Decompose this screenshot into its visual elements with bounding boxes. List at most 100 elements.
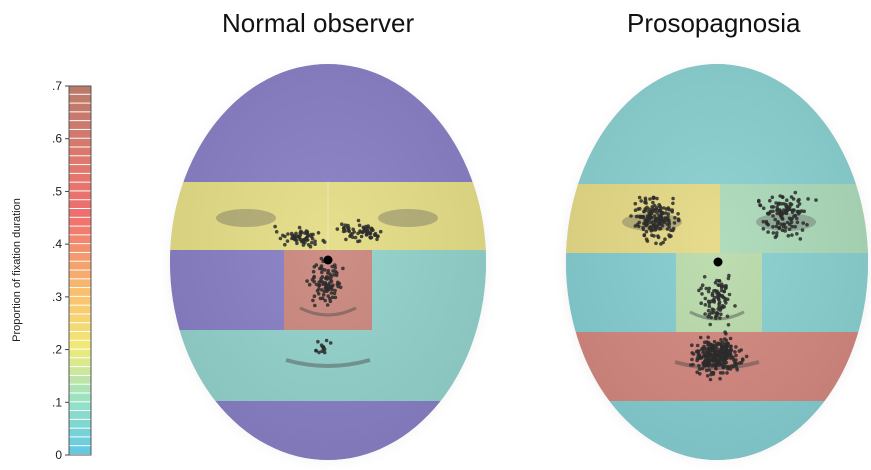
region-right-cheek	[762, 253, 868, 332]
fixation-point	[711, 343, 715, 348]
fixation-point	[644, 237, 649, 241]
fixation-point	[305, 238, 310, 242]
fixation-point	[333, 263, 337, 267]
fixation-point	[714, 311, 719, 315]
fixation-point	[777, 226, 781, 230]
fixation-point	[314, 349, 318, 353]
fixation-point	[638, 206, 642, 211]
fixation-point	[325, 275, 329, 279]
fixation-point	[733, 304, 737, 308]
fixation-point	[638, 215, 643, 219]
fixation-point	[697, 367, 702, 371]
fixation-point	[701, 362, 706, 367]
fixation-point	[717, 349, 722, 354]
fixation-point	[776, 220, 780, 224]
colorbar-segment	[69, 358, 91, 367]
colorbar-segment	[69, 367, 91, 375]
fixation-point	[785, 198, 789, 202]
fixation-point	[768, 198, 772, 203]
fixation-point	[790, 233, 794, 237]
fixation-point	[734, 362, 739, 366]
fixation-point	[713, 349, 717, 353]
fixation-point	[703, 303, 708, 307]
fixation-point	[706, 335, 710, 340]
fixation-point	[787, 207, 791, 212]
fixation-point	[357, 223, 362, 228]
fixation-point	[722, 352, 726, 356]
fixation-point	[690, 357, 694, 362]
fixation-point	[719, 343, 724, 347]
fixation-point	[307, 282, 312, 287]
fixation-point	[795, 220, 800, 225]
fixation-point	[698, 372, 702, 376]
fixation-point	[777, 208, 782, 212]
colorbar-segment	[69, 296, 91, 305]
fixation-point	[663, 216, 667, 220]
fixation-point	[780, 228, 785, 233]
fixation-point	[655, 208, 659, 212]
fixation-point	[283, 234, 287, 239]
fixation-point	[310, 236, 315, 241]
fixation-point	[729, 364, 734, 368]
fixation-point	[771, 205, 776, 209]
fixation-point	[717, 292, 721, 296]
fixation-point	[319, 264, 324, 268]
fixation-point	[320, 267, 325, 272]
fixation-point	[637, 195, 642, 200]
fixation-point	[696, 354, 700, 358]
fixation-point	[285, 239, 290, 243]
fixation-point	[669, 228, 673, 232]
fixation-point	[318, 296, 323, 301]
fixation-point	[766, 212, 771, 216]
fixation-point	[286, 232, 290, 236]
colorbar-segment	[69, 261, 91, 270]
fixation-point	[726, 353, 731, 358]
fixation-point	[334, 273, 339, 278]
face-normal-observer	[158, 54, 498, 470]
region-left-cheek	[566, 253, 676, 332]
fixation-point	[774, 201, 778, 205]
fixation-point	[651, 195, 656, 200]
fixation-point	[342, 226, 346, 231]
region-eyes	[170, 182, 486, 250]
left-eye-feature	[216, 209, 276, 227]
fixation-point	[658, 208, 662, 213]
fixation-point	[332, 291, 337, 296]
fixation-point	[694, 349, 699, 354]
fixation-point	[771, 231, 776, 235]
fixation-point	[676, 217, 681, 221]
fixation-point	[764, 221, 769, 226]
fixation-point	[757, 198, 761, 203]
fixation-point	[716, 307, 720, 311]
fixation-point	[304, 229, 309, 233]
fixation-point	[313, 242, 317, 246]
fixation-point	[353, 235, 358, 240]
colorbar-segment	[69, 191, 91, 200]
fixation-point	[650, 233, 654, 238]
fixation-point	[744, 354, 749, 359]
fixation-point	[704, 363, 709, 368]
colorbar-segment	[69, 419, 91, 428]
colorbar-tick-label: .2	[52, 343, 62, 357]
fixation-point	[365, 229, 370, 233]
fixation-point	[787, 227, 792, 232]
fixation-point	[337, 281, 342, 286]
fixation-point	[317, 287, 321, 291]
fixation-point	[722, 360, 726, 365]
colorbar-bars	[69, 86, 91, 454]
fixation-point	[660, 211, 665, 215]
fixation-point	[633, 208, 638, 212]
fixation-point	[801, 221, 805, 225]
fixation-point	[656, 235, 661, 240]
fixation-point	[793, 224, 797, 229]
colorbar-segment	[69, 411, 91, 419]
fixation-point	[356, 231, 360, 236]
fixation-point	[344, 237, 348, 242]
fixation-point	[356, 239, 360, 244]
fixation-point	[657, 227, 662, 231]
fixation-point	[310, 240, 314, 245]
colorbar-segment	[69, 384, 91, 393]
fixation-point	[375, 237, 379, 242]
fixation-point	[345, 226, 350, 230]
fixation-point	[341, 266, 345, 271]
